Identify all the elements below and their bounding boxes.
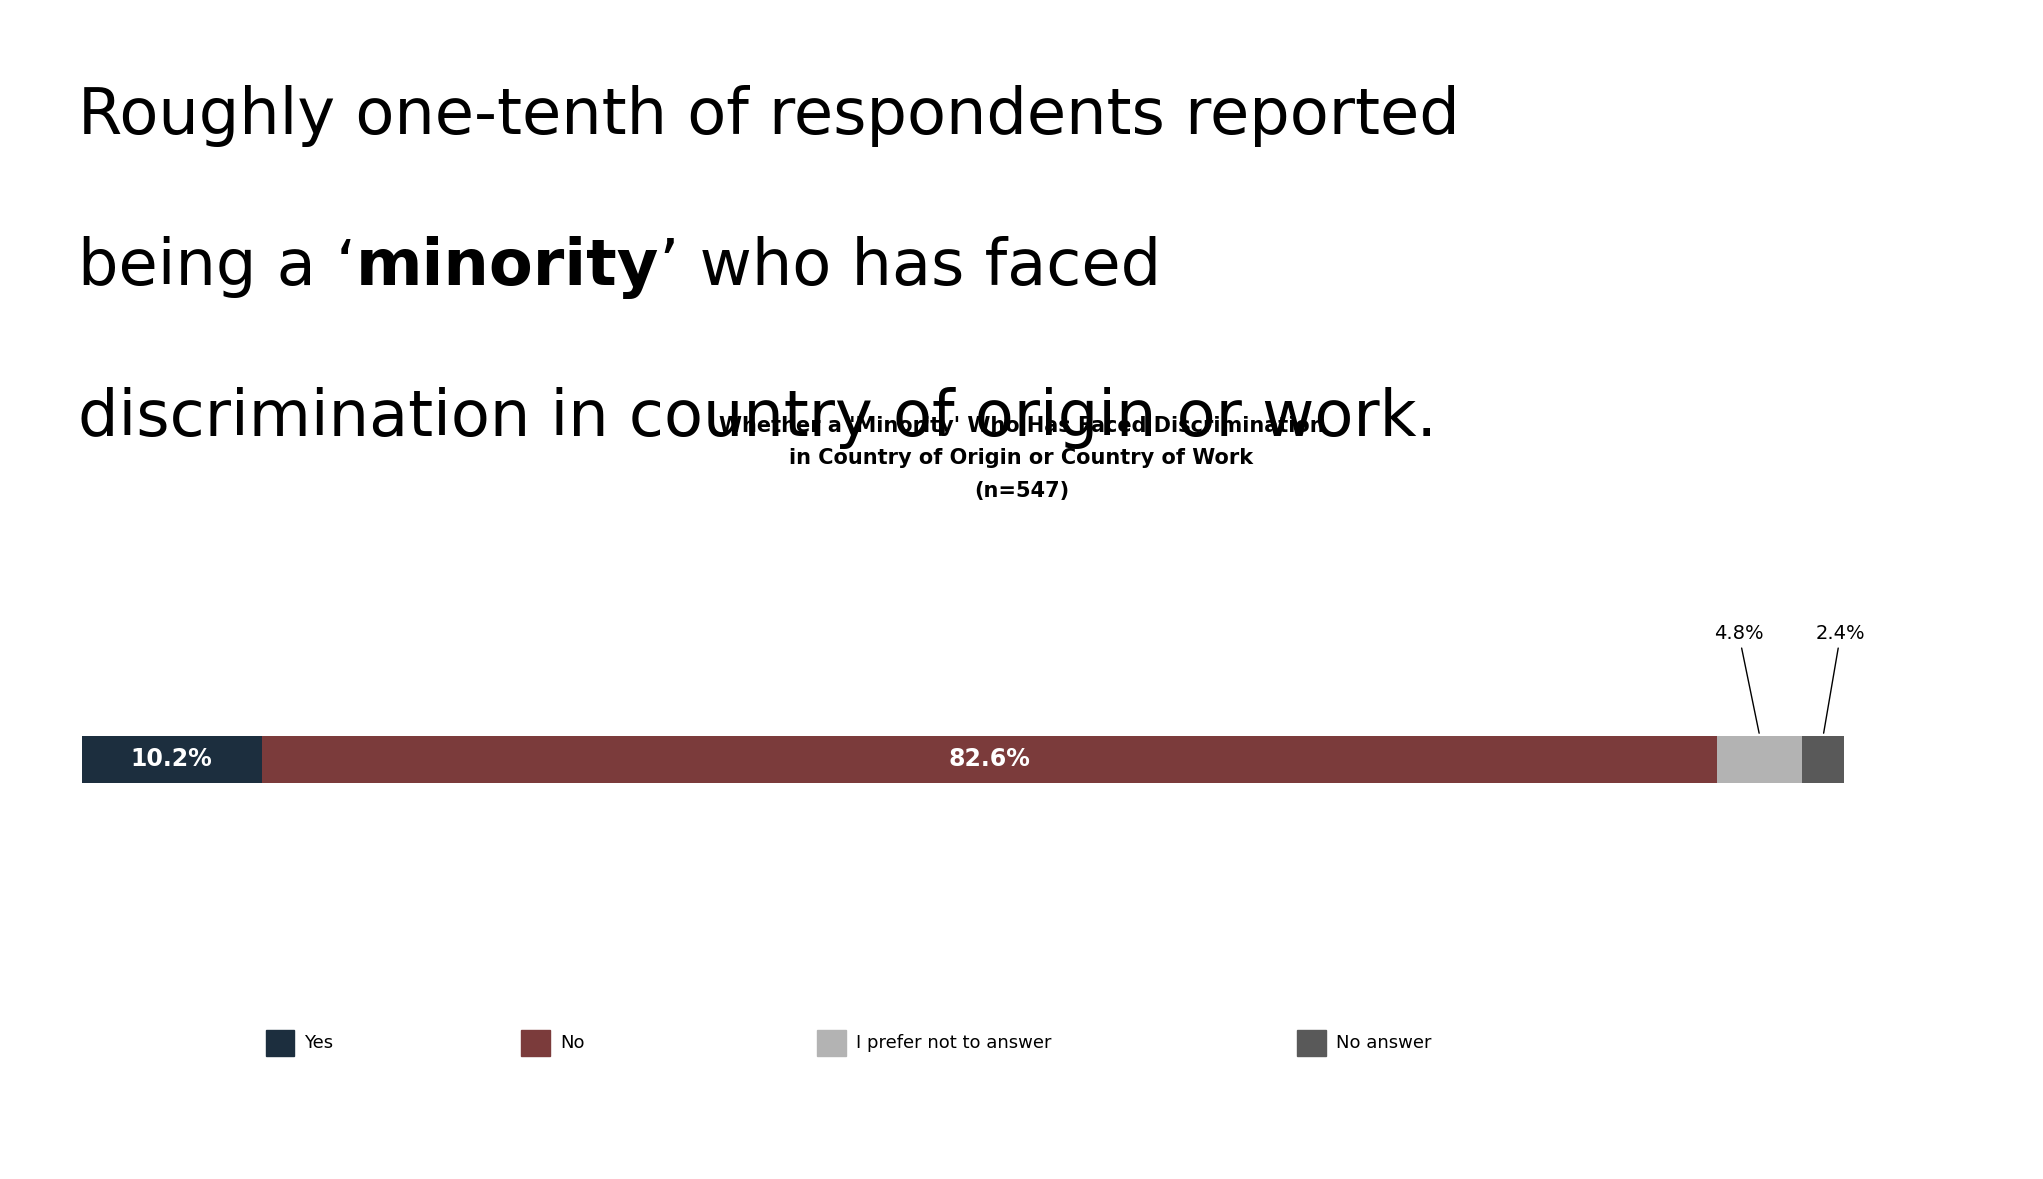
Text: Whether a 'Minority' Who Has Faced Discrimination: Whether a 'Minority' Who Has Faced Discr… <box>719 416 1324 436</box>
Bar <box>1718 736 1802 783</box>
Text: No answer: No answer <box>1336 1034 1432 1053</box>
Bar <box>82 736 262 783</box>
Text: 82.6%: 82.6% <box>948 747 1030 771</box>
Text: minority: minority <box>355 236 660 298</box>
Text: No: No <box>560 1034 584 1053</box>
Text: Yes: Yes <box>304 1034 333 1053</box>
Bar <box>1802 736 1845 783</box>
Text: I prefer not to answer: I prefer not to answer <box>856 1034 1052 1053</box>
Text: discrimination in country of origin or work.: discrimination in country of origin or w… <box>78 387 1436 449</box>
Text: 4.8%: 4.8% <box>1714 624 1763 733</box>
Text: (n=547): (n=547) <box>975 481 1068 501</box>
Text: being a ‘: being a ‘ <box>78 236 355 298</box>
Text: in Country of Origin or Country of Work: in Country of Origin or Country of Work <box>789 448 1254 468</box>
Text: Roughly one-tenth of respondents reported: Roughly one-tenth of respondents reporte… <box>78 85 1459 147</box>
Bar <box>262 736 1718 783</box>
Text: 2.4%: 2.4% <box>1816 624 1865 733</box>
Text: ’ who has faced: ’ who has faced <box>660 236 1160 298</box>
Text: 10.2%: 10.2% <box>131 747 212 771</box>
